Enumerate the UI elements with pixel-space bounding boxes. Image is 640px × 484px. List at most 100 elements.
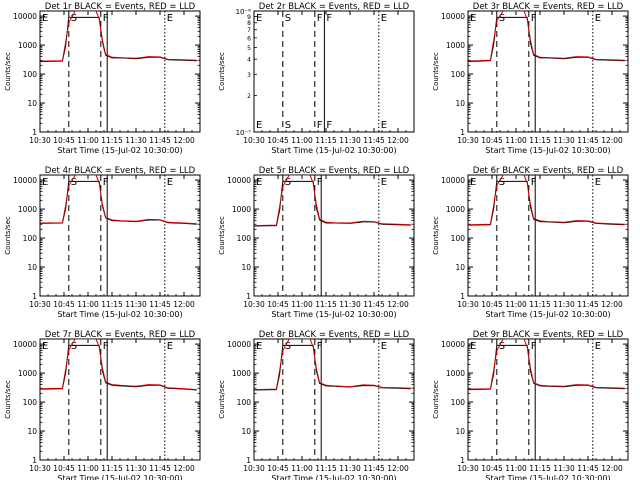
marker-label: E <box>470 13 476 24</box>
marker-label: E <box>381 177 387 188</box>
x-tick-label: 10:45 <box>53 300 75 309</box>
y-tick-label: 1 <box>32 292 37 301</box>
y-axis-label: Counts/sec <box>4 216 12 255</box>
marker-label: E <box>470 341 476 352</box>
panel-title: Det 4r BLACK = Events, RED = LLD <box>45 166 196 176</box>
panel-title: Det 9r BLACK = Events, RED = LLD <box>473 330 624 340</box>
panel-title: Det 6r BLACK = Events, RED = LLD <box>473 166 624 176</box>
plot-frame <box>253 174 415 297</box>
x-tick-label: 11:15 <box>315 300 337 309</box>
plot-frame <box>39 174 201 297</box>
y-tick-label: 10 <box>27 99 37 108</box>
x-tick-label: 10:30 <box>243 464 265 473</box>
panel-det-9: Det 9r BLACK = Events, RED = LLD Counts/s… <box>432 330 629 483</box>
marker-label: S <box>499 13 505 24</box>
panel-det-2: Det 2r BLACK = Events, RED = LLD Counts/s… <box>218 2 415 155</box>
marker-label: F <box>531 13 537 24</box>
x-tick-label: 11:45 <box>577 136 599 145</box>
x-tick-label: 11:30 <box>125 136 147 145</box>
y-tick-label: 1 <box>32 456 37 465</box>
marker-label: F <box>326 120 332 131</box>
x-tick-label: 10:30 <box>457 300 479 309</box>
x-tick-label: 11:30 <box>339 136 361 145</box>
x-tick-label: 11:00 <box>77 300 99 309</box>
marker-label: E <box>256 341 262 352</box>
x-tick-label: 12:00 <box>173 300 195 309</box>
y-tick-label: 1000 <box>446 41 465 50</box>
x-tick-label: 10:45 <box>481 300 503 309</box>
marker-label: E <box>595 177 601 188</box>
y-axis-label: Counts/sec <box>218 52 226 91</box>
y-tick-label: 100 <box>451 398 466 407</box>
y-axis-label: Counts/sec <box>4 52 12 91</box>
x-tick-label: 11:00 <box>77 136 99 145</box>
panel-title: Det 3r BLACK = Events, RED = LLD <box>473 2 624 12</box>
panel-title: Det 8r BLACK = Events, RED = LLD <box>259 330 410 340</box>
y-axis-label: Counts/sec <box>218 380 226 419</box>
panel-title: Det 5r BLACK = Events, RED = LLD <box>259 166 410 176</box>
y-tick-label: 10 <box>455 427 465 436</box>
panel-title: Det 1r BLACK = Events, RED = LLD <box>45 2 196 12</box>
y-tick-label: 10000 <box>441 176 465 185</box>
marker-label: F <box>531 177 537 188</box>
x-tick-label: 11:30 <box>125 464 147 473</box>
y-minor-tick-label: 7 <box>247 27 251 34</box>
x-tick-label: 11:30 <box>553 136 575 145</box>
x-tick-label: 11:00 <box>505 464 527 473</box>
y-tick-label: 100 <box>23 234 38 243</box>
marker-label: F <box>317 13 323 24</box>
marker-label: F <box>103 177 109 188</box>
x-axis-label: Start Time (15-Jul-02 10:30:00) <box>271 310 396 319</box>
plot-frame <box>39 10 201 133</box>
plot-frame <box>253 10 415 133</box>
plot-frame <box>467 174 629 297</box>
panel-title: Det 7r BLACK = Events, RED = LLD <box>45 330 196 340</box>
y-tick-label: 1000 <box>232 369 251 378</box>
x-axis-label: Start Time (15-Jul-02 10:30:00) <box>271 474 396 480</box>
y-minor-tick-label: 3 <box>247 72 251 79</box>
x-tick-label: 12:00 <box>601 464 623 473</box>
marker-label: E <box>256 13 262 24</box>
y-tick-label: 1 <box>246 292 251 301</box>
x-tick-label: 11:30 <box>125 300 147 309</box>
panel-det-3: Det 3r BLACK = Events, RED = LLD Counts/s… <box>432 2 629 155</box>
marker-label: E <box>42 177 48 188</box>
y-axis-label: Counts/sec <box>432 216 440 255</box>
x-axis-label: Start Time (15-Jul-02 10:30:00) <box>485 146 610 155</box>
x-tick-label: 11:15 <box>315 464 337 473</box>
marker-label: E <box>42 13 48 24</box>
y-tick-label: 10000 <box>227 340 251 349</box>
marker-label: E <box>381 120 387 131</box>
marker-label: E <box>595 13 601 24</box>
x-axis-label: Start Time (15-Jul-02 10:30:00) <box>57 146 182 155</box>
y-minor-tick-label: 2 <box>247 93 251 100</box>
x-tick-label: 11:15 <box>101 464 123 473</box>
y-tick-label: 10⁻⁷ <box>236 129 252 137</box>
marker-label: S <box>71 177 77 188</box>
x-tick-label: 11:45 <box>149 464 171 473</box>
y-minor-tick-label: 6 <box>247 35 251 42</box>
x-tick-label: 11:00 <box>505 300 527 309</box>
panel-det-1: Det 1r BLACK = Events, RED = LLD Counts/s… <box>4 2 201 155</box>
y-tick-label: 1000 <box>18 369 37 378</box>
x-tick-label: 10:45 <box>481 136 503 145</box>
marker-label: E <box>595 341 601 352</box>
panel-title: Det 2r BLACK = Events, RED = LLD <box>259 2 410 12</box>
marker-label: E <box>42 341 48 352</box>
y-minor-tick-label: 9 <box>247 14 251 21</box>
x-tick-label: 10:30 <box>457 464 479 473</box>
x-tick-label: 11:15 <box>101 136 123 145</box>
x-tick-label: 11:30 <box>339 464 361 473</box>
series-lld <box>468 339 625 390</box>
x-tick-label: 10:45 <box>267 464 289 473</box>
y-tick-label: 10 <box>241 263 251 272</box>
x-tick-label: 10:30 <box>243 300 265 309</box>
marker-label: F <box>317 120 323 131</box>
x-tick-label: 11:30 <box>553 300 575 309</box>
plot-frame <box>467 338 629 461</box>
plot-frame <box>39 338 201 461</box>
x-tick-label: 10:30 <box>29 136 51 145</box>
marker-label: F <box>103 13 109 24</box>
